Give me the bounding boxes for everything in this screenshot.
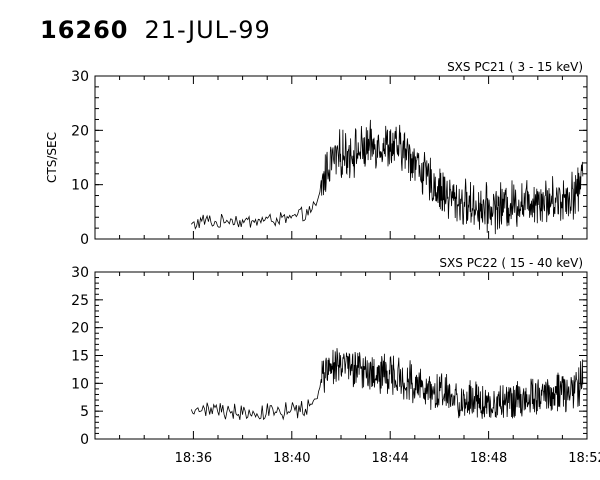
x-tick-label: 18:44 [371, 451, 408, 466]
y-tick-label: 30 [71, 69, 89, 85]
observation-date: 21-JUL-99 [144, 16, 271, 44]
y-tick-label: 15 [71, 349, 89, 365]
event-id: 16260 [40, 16, 129, 44]
x-tick-label: 18:40 [273, 451, 310, 466]
panel-title: SXS PC21 ( 3 - 15 keV) [447, 60, 583, 74]
series-line [190, 348, 584, 421]
series-line [190, 119, 584, 235]
panel-title: SXS PC22 ( 15 - 40 keV) [439, 256, 583, 270]
y-tick-label: 0 [80, 232, 89, 248]
y-tick-label: 20 [71, 321, 89, 337]
x-tick-label: 18:36 [175, 451, 212, 466]
y-tick-label: 10 [71, 178, 89, 194]
y-tick-label: 30 [71, 265, 89, 281]
y-tick-label: 20 [71, 123, 89, 139]
y-tick-label: 5 [80, 404, 89, 420]
chart-panel-2: SXS PC22 ( 15 - 40 keV) 0 5 10 15 20 25 30 18:36… [71, 256, 600, 466]
y-tick-label: 0 [80, 432, 89, 448]
x-tick-label: 18:52 [568, 451, 600, 466]
chart-panel-1: SXS PC21 ( 3 - 15 keV) CTS/SEC 0 10 20 30 [45, 60, 588, 248]
y-tick-label: 10 [71, 376, 89, 392]
y-tick-label: 25 [71, 293, 89, 309]
plot-header: 16260 21-JUL-99 [40, 16, 271, 44]
x-tick-label: 18:48 [470, 451, 507, 466]
y-axis-label: CTS/SEC [45, 132, 59, 183]
